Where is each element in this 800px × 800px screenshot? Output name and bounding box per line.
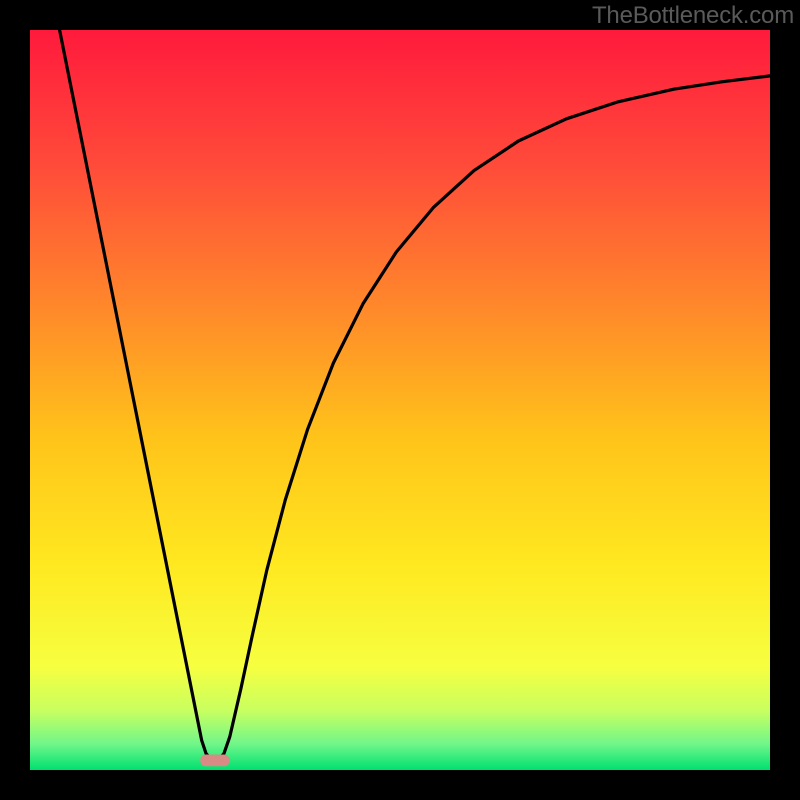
watermark-text: TheBottleneck.com	[592, 2, 794, 30]
chart-svg	[0, 0, 800, 800]
bottleneck-chart: TheBottleneck.com	[0, 0, 800, 800]
